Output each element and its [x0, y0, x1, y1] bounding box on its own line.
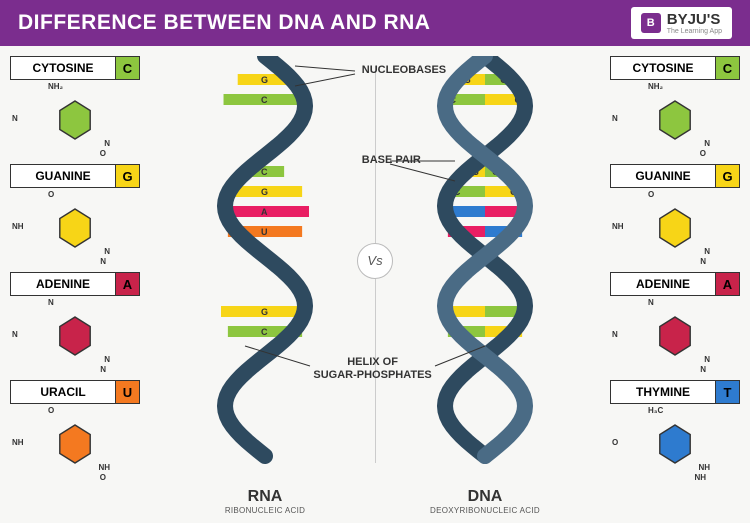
svg-text:U: U [261, 227, 268, 237]
logo: B BYJU'S The Learning App [631, 7, 732, 39]
base-code: C [115, 57, 139, 79]
rna-fullname: RIBONUCLEIC ACID [155, 506, 375, 515]
base-molecule: N N N N [610, 300, 740, 372]
base-label: THYMINE T [610, 380, 740, 404]
base-name: ADENINE [11, 273, 115, 295]
base-guanine: GUANINE G O NH N N [610, 164, 740, 264]
dna-helix: GCCGGCCGTAATGCCG DNA DEOXYRIBONUCLEIC AC… [375, 46, 595, 523]
base-uracil: URACIL U O NH O NH [10, 380, 140, 480]
page-title: DIFFERENCE BETWEEN DNA AND RNA [18, 11, 430, 35]
base-cytosine: CYTOSINE C NH₂ N O N [610, 56, 740, 156]
dna-helix-svg: GCCGGCCGTAATGCCG [415, 56, 555, 476]
base-molecule: O NH N N [10, 192, 140, 264]
base-label: URACIL U [10, 380, 140, 404]
base-name: GUANINE [11, 165, 115, 187]
svg-text:G: G [261, 307, 268, 317]
dna-bases-column: CYTOSINE C NH₂ N O N GUANINE G O NH N N [610, 56, 740, 488]
base-code: G [715, 165, 739, 187]
base-label: CYTOSINE C [610, 56, 740, 80]
dna-fullname: DEOXYRIBONUCLEIC ACID [375, 506, 595, 515]
base-label: GUANINE G [610, 164, 740, 188]
base-adenine: ADENINE A N N N N [610, 272, 740, 372]
base-name: URACIL [11, 381, 115, 403]
base-label: CYTOSINE C [10, 56, 140, 80]
header: DIFFERENCE BETWEEN DNA AND RNA B BYJU'S … [0, 0, 750, 46]
base-name: CYTOSINE [11, 57, 115, 79]
rna-helix-svg: GCCGAUGC [195, 56, 335, 476]
rna-name: RNA [155, 488, 375, 506]
base-code: T [715, 381, 739, 403]
logo-icon: B [641, 13, 661, 33]
base-adenine: ADENINE A N N N N [10, 272, 140, 372]
base-molecule: NH₂ N O N [10, 84, 140, 156]
base-code: A [115, 273, 139, 295]
base-code: C [715, 57, 739, 79]
annot-basepair: BASE PAIR [362, 154, 421, 166]
base-name: CYTOSINE [611, 57, 715, 79]
svg-text:A: A [261, 207, 268, 217]
base-molecule: O NH O NH [10, 408, 140, 480]
vs-badge: Vs [357, 243, 393, 279]
base-label: ADENINE A [10, 272, 140, 296]
base-cytosine: CYTOSINE C NH₂ N O N [10, 56, 140, 156]
logo-subtitle: The Learning App [667, 28, 722, 35]
content: CYTOSINE C NH₂ N O N GUANINE G O NH N N [0, 46, 750, 523]
base-code: G [115, 165, 139, 187]
base-name: GUANINE [611, 165, 715, 187]
svg-text:C: C [261, 327, 268, 337]
svg-text:C: C [261, 95, 268, 105]
base-molecule: N N N N [10, 300, 140, 372]
annot-nucleobases: NUCLEOBASES [362, 64, 446, 76]
logo-text: BYJU'S [667, 11, 722, 28]
rna-bases-column: CYTOSINE C NH₂ N O N GUANINE G O NH N N [10, 56, 140, 488]
base-label: ADENINE A [610, 272, 740, 296]
base-name: ADENINE [611, 273, 715, 295]
base-label: GUANINE G [10, 164, 140, 188]
rna-helix: GCCGAUGC RNA RIBONUCLEIC ACID [155, 46, 375, 523]
base-name: THYMINE [611, 381, 715, 403]
helix-area: Vs NUCLEOBASES BASE PAIR HELIX OF SUGAR-… [155, 46, 595, 523]
base-molecule: O NH N N [610, 192, 740, 264]
base-molecule: H₃C O NH NH [610, 408, 740, 480]
base-code: A [715, 273, 739, 295]
base-thymine: THYMINE T H₃C O NH NH [610, 380, 740, 480]
svg-text:G: G [261, 75, 268, 85]
base-guanine: GUANINE G O NH N N [10, 164, 140, 264]
annot-helix: HELIX OF SUGAR-PHOSPHATES [313, 356, 431, 382]
svg-text:G: G [261, 187, 268, 197]
base-code: U [115, 381, 139, 403]
dna-name: DNA [375, 488, 595, 506]
base-molecule: NH₂ N O N [610, 84, 740, 156]
